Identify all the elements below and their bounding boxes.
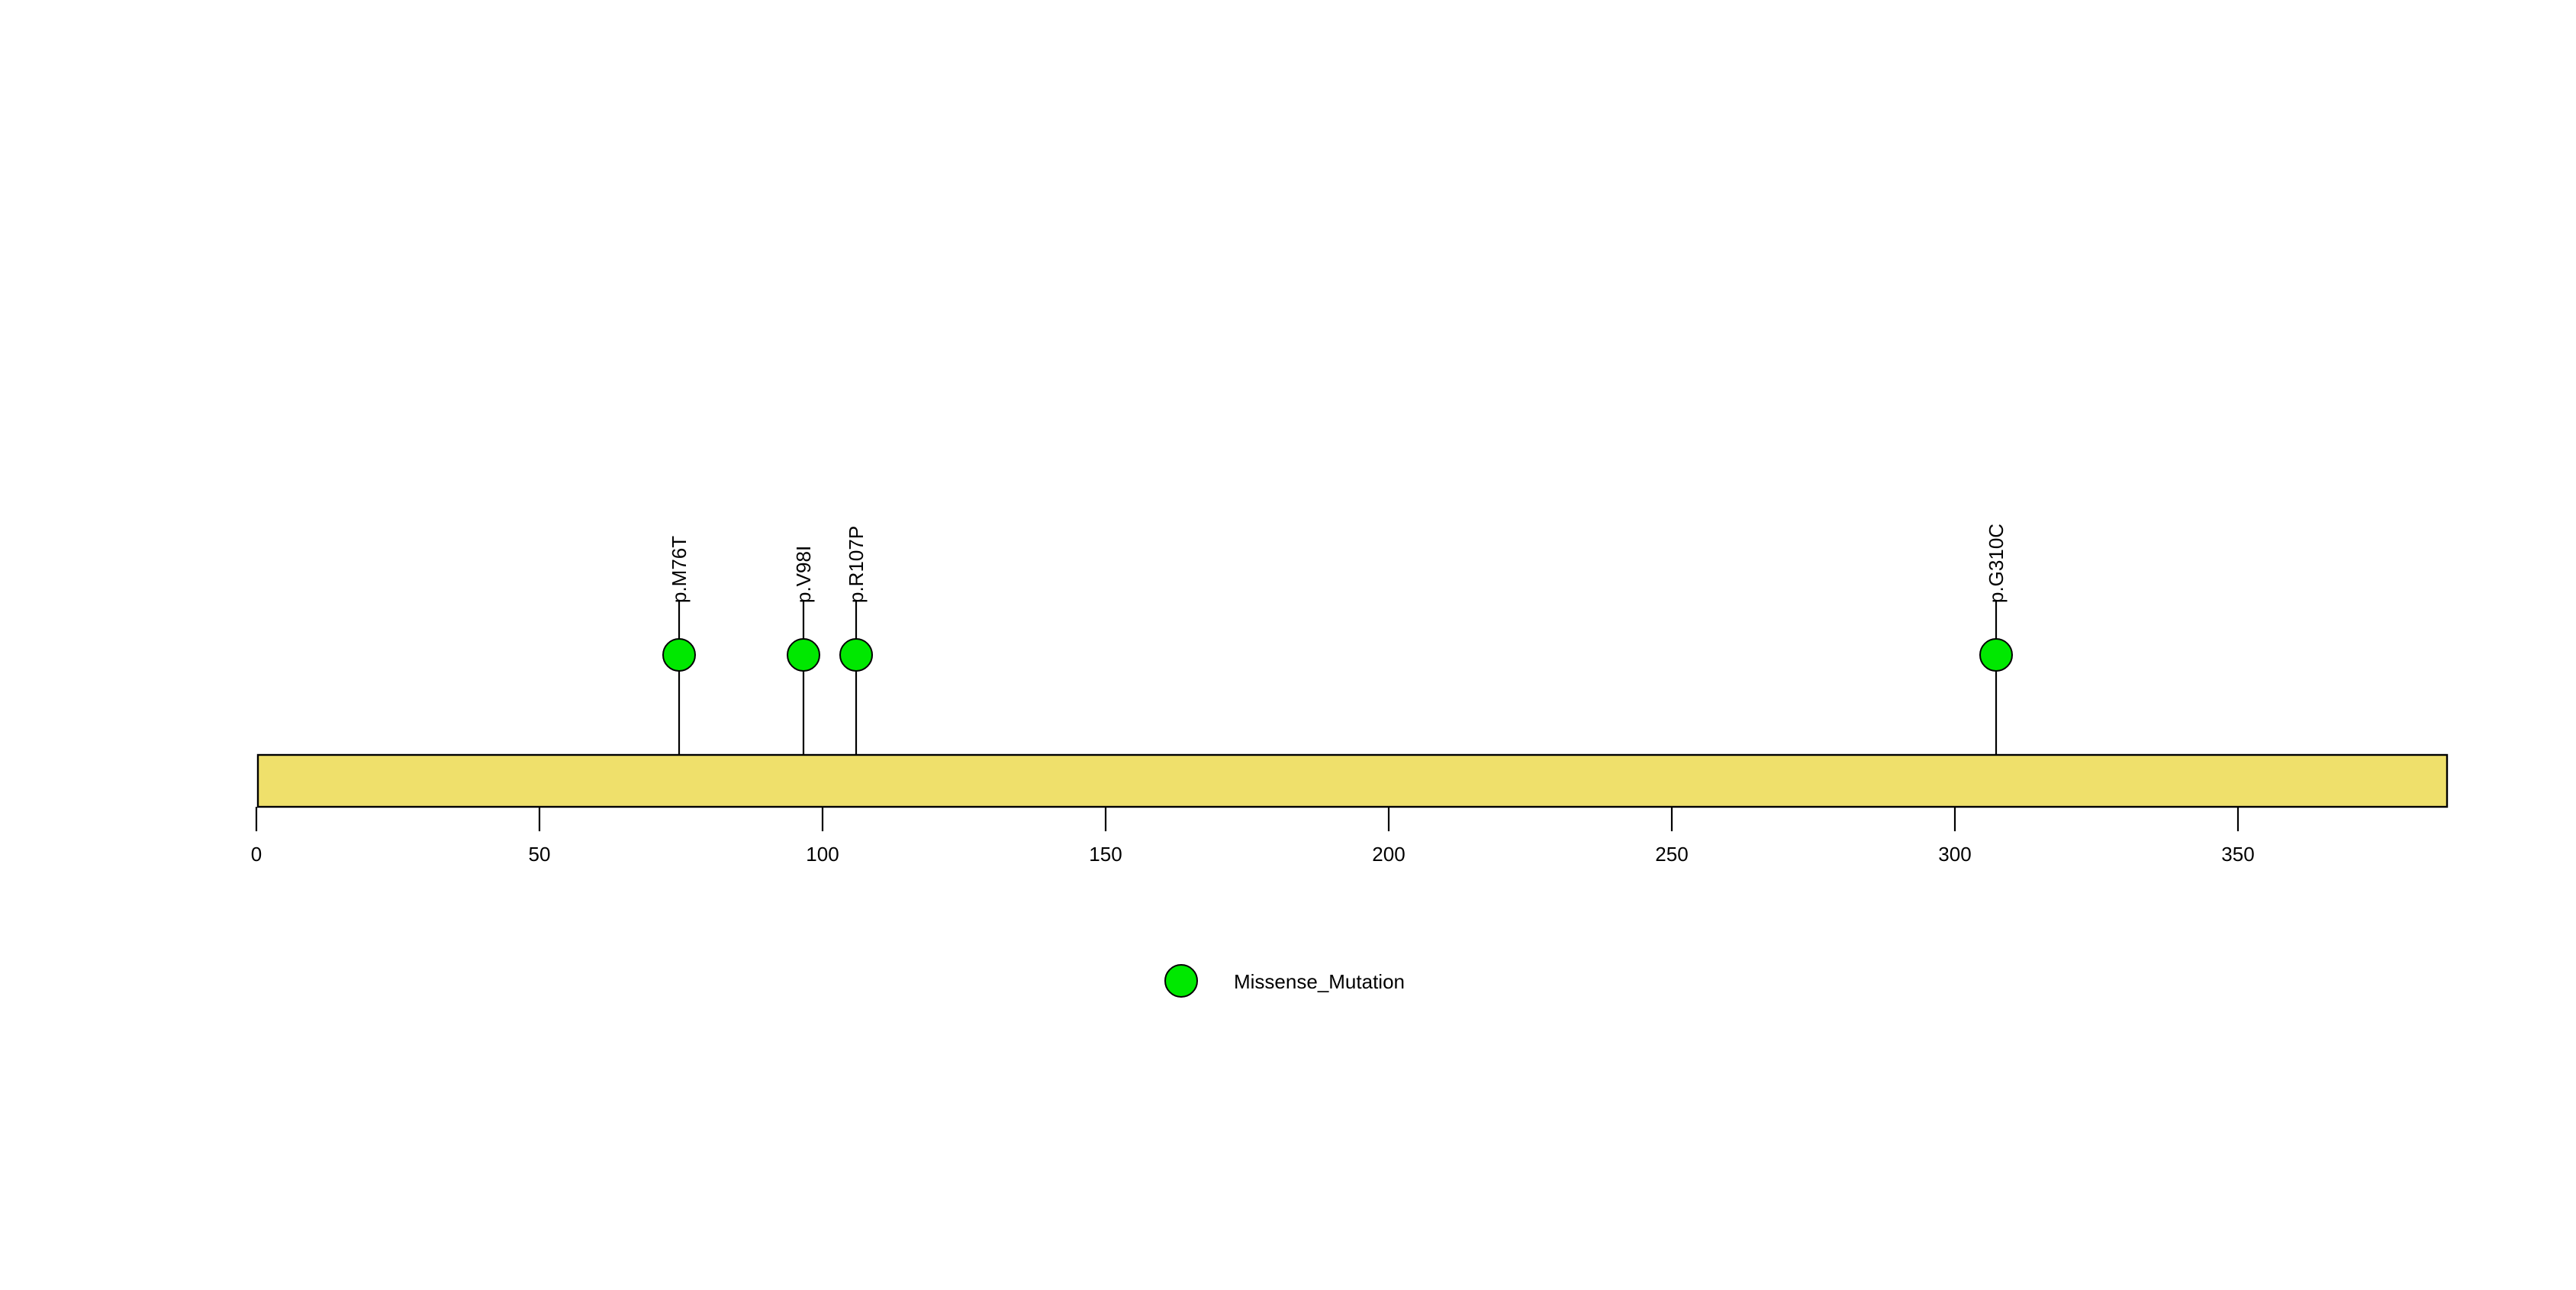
mutation-labels: p.M76T p.V98I p.R107P p.G310C: [668, 524, 2008, 603]
mutation-label-v98i[interactable]: p.V98I: [792, 546, 815, 603]
protein-backbone-track[interactable]: [256, 753, 2449, 808]
x-axis-ticks: [255, 807, 2240, 831]
axis-tick-label-250: 250: [1655, 843, 1688, 866]
legend-label-missense-mutation: Missense_Mutation: [1234, 970, 1405, 993]
lollipop-head-1[interactable]: [787, 638, 820, 672]
lollipop-head-3[interactable]: [1979, 638, 2013, 672]
mutation-label-r107p[interactable]: p.R107P: [845, 526, 868, 603]
lollipop-head-2[interactable]: [839, 638, 873, 672]
axis-tick-label-150: 150: [1089, 843, 1122, 866]
axis-tick-label-0: 0: [251, 843, 262, 866]
mutation-label-m76t[interactable]: p.M76T: [668, 536, 691, 603]
lollipop-head-0[interactable]: [662, 638, 696, 672]
legend: Missense_Mutation: [1164, 964, 1405, 998]
axis-tick-label-100: 100: [806, 843, 839, 866]
axis-tick-label-200: 200: [1372, 843, 1405, 866]
mutation-label-g310c[interactable]: p.G310C: [1985, 524, 2008, 603]
x-axis-tick-labels: 0 50 100 150 200 250 300 350: [251, 843, 2255, 866]
legend-swatch-missense-mutation[interactable]: [1164, 964, 1198, 998]
axis-tick-label-50: 50: [529, 843, 551, 866]
axis-tick-label-350: 350: [2221, 843, 2254, 866]
axis-tick-label-300: 300: [1938, 843, 1971, 866]
lollipop-heads: [662, 638, 2013, 672]
